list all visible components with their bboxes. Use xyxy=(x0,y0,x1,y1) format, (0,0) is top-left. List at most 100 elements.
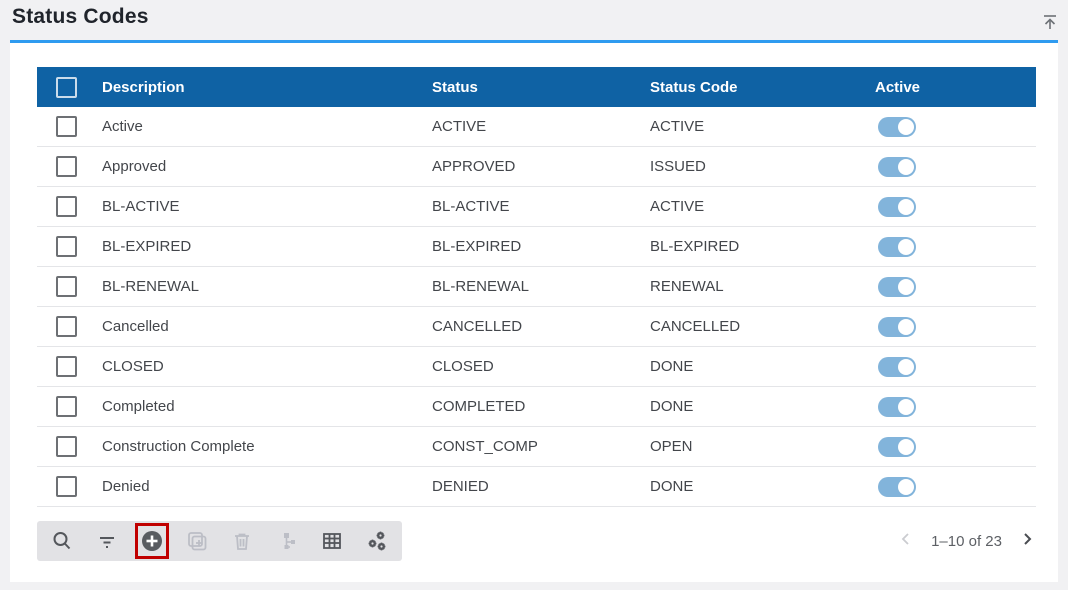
filter-button[interactable] xyxy=(90,523,124,559)
table-view-button[interactable] xyxy=(315,523,349,559)
description-cell: CLOSED xyxy=(102,358,164,375)
previous-page-button xyxy=(897,532,915,550)
description-cell: BL-RENEWAL xyxy=(102,278,199,295)
description-cell: Denied xyxy=(102,478,150,495)
pagination-range-label: 1–10 of 23 xyxy=(931,532,1002,550)
settings-icon xyxy=(365,529,389,553)
table-row: BL-ACTIVE BL-ACTIVE ACTIVE xyxy=(37,187,1036,227)
active-toggle[interactable] xyxy=(878,396,916,417)
status-cell: CLOSED xyxy=(432,358,494,375)
status-cell: CONST_COMP xyxy=(432,438,538,455)
chevron-left-icon xyxy=(899,532,913,550)
active-toggle[interactable] xyxy=(878,276,916,297)
row-checkbox[interactable] xyxy=(56,276,77,297)
filter-icon xyxy=(97,531,117,551)
select-all-checkbox[interactable] xyxy=(56,76,77,98)
active-toggle[interactable] xyxy=(878,356,916,377)
status-code-cell: ACTIVE xyxy=(650,198,705,215)
status-code-cell: OPEN xyxy=(650,438,693,455)
duplicate-button xyxy=(180,523,214,559)
table-row: Completed COMPLETED DONE xyxy=(37,387,1036,427)
table-row: Cancelled CANCELLED CANCELLED xyxy=(37,307,1036,347)
status-cell: DENIED xyxy=(432,478,489,495)
description-cell: BL-EXPIRED xyxy=(102,238,192,255)
toggle-knob xyxy=(898,398,914,415)
status-code-cell: ACTIVE xyxy=(650,118,705,135)
delete-icon xyxy=(231,530,253,552)
status-cell: CANCELLED xyxy=(432,318,523,335)
row-checkbox[interactable] xyxy=(56,196,77,217)
delete-button xyxy=(225,523,259,559)
toggle-knob xyxy=(898,438,914,455)
duplicate-icon xyxy=(186,530,208,552)
add-icon xyxy=(140,529,164,553)
toggle-knob xyxy=(898,318,914,335)
status-cell: BL-ACTIVE xyxy=(432,198,510,215)
row-checkbox[interactable] xyxy=(56,116,77,137)
column-header-active: Active xyxy=(875,78,921,96)
description-cell: Active xyxy=(102,118,143,135)
toggle-knob xyxy=(898,198,914,215)
active-toggle[interactable] xyxy=(878,116,916,137)
search-button[interactable] xyxy=(45,523,79,559)
toggle-knob xyxy=(898,238,914,255)
table-row: BL-RENEWAL BL-RENEWAL RENEWAL xyxy=(37,267,1036,307)
row-checkbox[interactable] xyxy=(56,316,77,337)
table-row: Denied DENIED DONE xyxy=(37,467,1036,507)
hierarchy-button xyxy=(270,523,304,559)
page-title: Status Codes xyxy=(12,5,149,28)
table-header-row: Description Status Status Code Active xyxy=(37,67,1036,107)
status-cell: BL-EXPIRED xyxy=(432,238,522,255)
status-cell: ACTIVE xyxy=(432,118,487,135)
status-cell: APPROVED xyxy=(432,158,516,175)
active-toggle[interactable] xyxy=(878,156,916,177)
status-code-cell: ISSUED xyxy=(650,158,706,175)
status-cell: COMPLETED xyxy=(432,398,526,415)
column-header-status: Status xyxy=(432,78,478,96)
row-checkbox[interactable] xyxy=(56,476,77,497)
table-row: Active ACTIVE ACTIVE xyxy=(37,107,1036,147)
pagination: 1–10 of 23 xyxy=(897,521,1036,561)
search-icon xyxy=(51,530,73,552)
hierarchy-icon xyxy=(276,530,298,552)
description-cell: Completed xyxy=(102,398,175,415)
toggle-knob xyxy=(898,158,914,175)
table-row: BL-EXPIRED BL-EXPIRED BL-EXPIRED xyxy=(37,227,1036,267)
status-code-cell: DONE xyxy=(650,478,694,495)
description-cell: Construction Complete xyxy=(102,438,255,455)
next-page-button[interactable] xyxy=(1018,532,1036,550)
settings-button[interactable] xyxy=(360,523,394,559)
toggle-knob xyxy=(898,358,914,375)
row-checkbox[interactable] xyxy=(56,236,77,257)
toggle-knob xyxy=(898,278,914,295)
toggle-knob xyxy=(898,478,914,495)
status-codes-panel: Description Status Status Code Active Ac… xyxy=(10,40,1058,582)
toggle-knob xyxy=(898,118,914,135)
chevron-right-icon xyxy=(1020,532,1034,550)
active-toggle[interactable] xyxy=(878,236,916,257)
status-code-cell: CANCELLED xyxy=(650,318,741,335)
status-cell: BL-RENEWAL xyxy=(432,278,529,295)
table-row: CLOSED CLOSED DONE xyxy=(37,347,1036,387)
status-code-cell: DONE xyxy=(650,398,694,415)
description-cell: Approved xyxy=(102,158,167,175)
table-toolbar xyxy=(37,521,402,561)
active-toggle[interactable] xyxy=(878,316,916,337)
row-checkbox[interactable] xyxy=(56,396,77,417)
status-code-cell: DONE xyxy=(650,358,694,375)
row-checkbox[interactable] xyxy=(56,156,77,177)
table-row: Construction Complete CONST_COMP OPEN xyxy=(37,427,1036,467)
row-checkbox[interactable] xyxy=(56,356,77,377)
table-icon xyxy=(321,530,343,552)
column-header-status-code: Status Code xyxy=(650,78,738,96)
active-toggle[interactable] xyxy=(878,476,916,497)
add-button[interactable] xyxy=(135,523,169,559)
active-toggle[interactable] xyxy=(878,196,916,217)
table-body: Active ACTIVE ACTIVE Approved APPROVED I… xyxy=(37,107,1036,507)
active-toggle[interactable] xyxy=(878,436,916,457)
collapse-to-top-icon[interactable] xyxy=(1038,10,1062,34)
status-codes-table: Description Status Status Code Active Ac… xyxy=(37,67,1036,507)
description-cell: Cancelled xyxy=(102,318,169,335)
row-checkbox[interactable] xyxy=(56,436,77,457)
table-row: Approved APPROVED ISSUED xyxy=(37,147,1036,187)
